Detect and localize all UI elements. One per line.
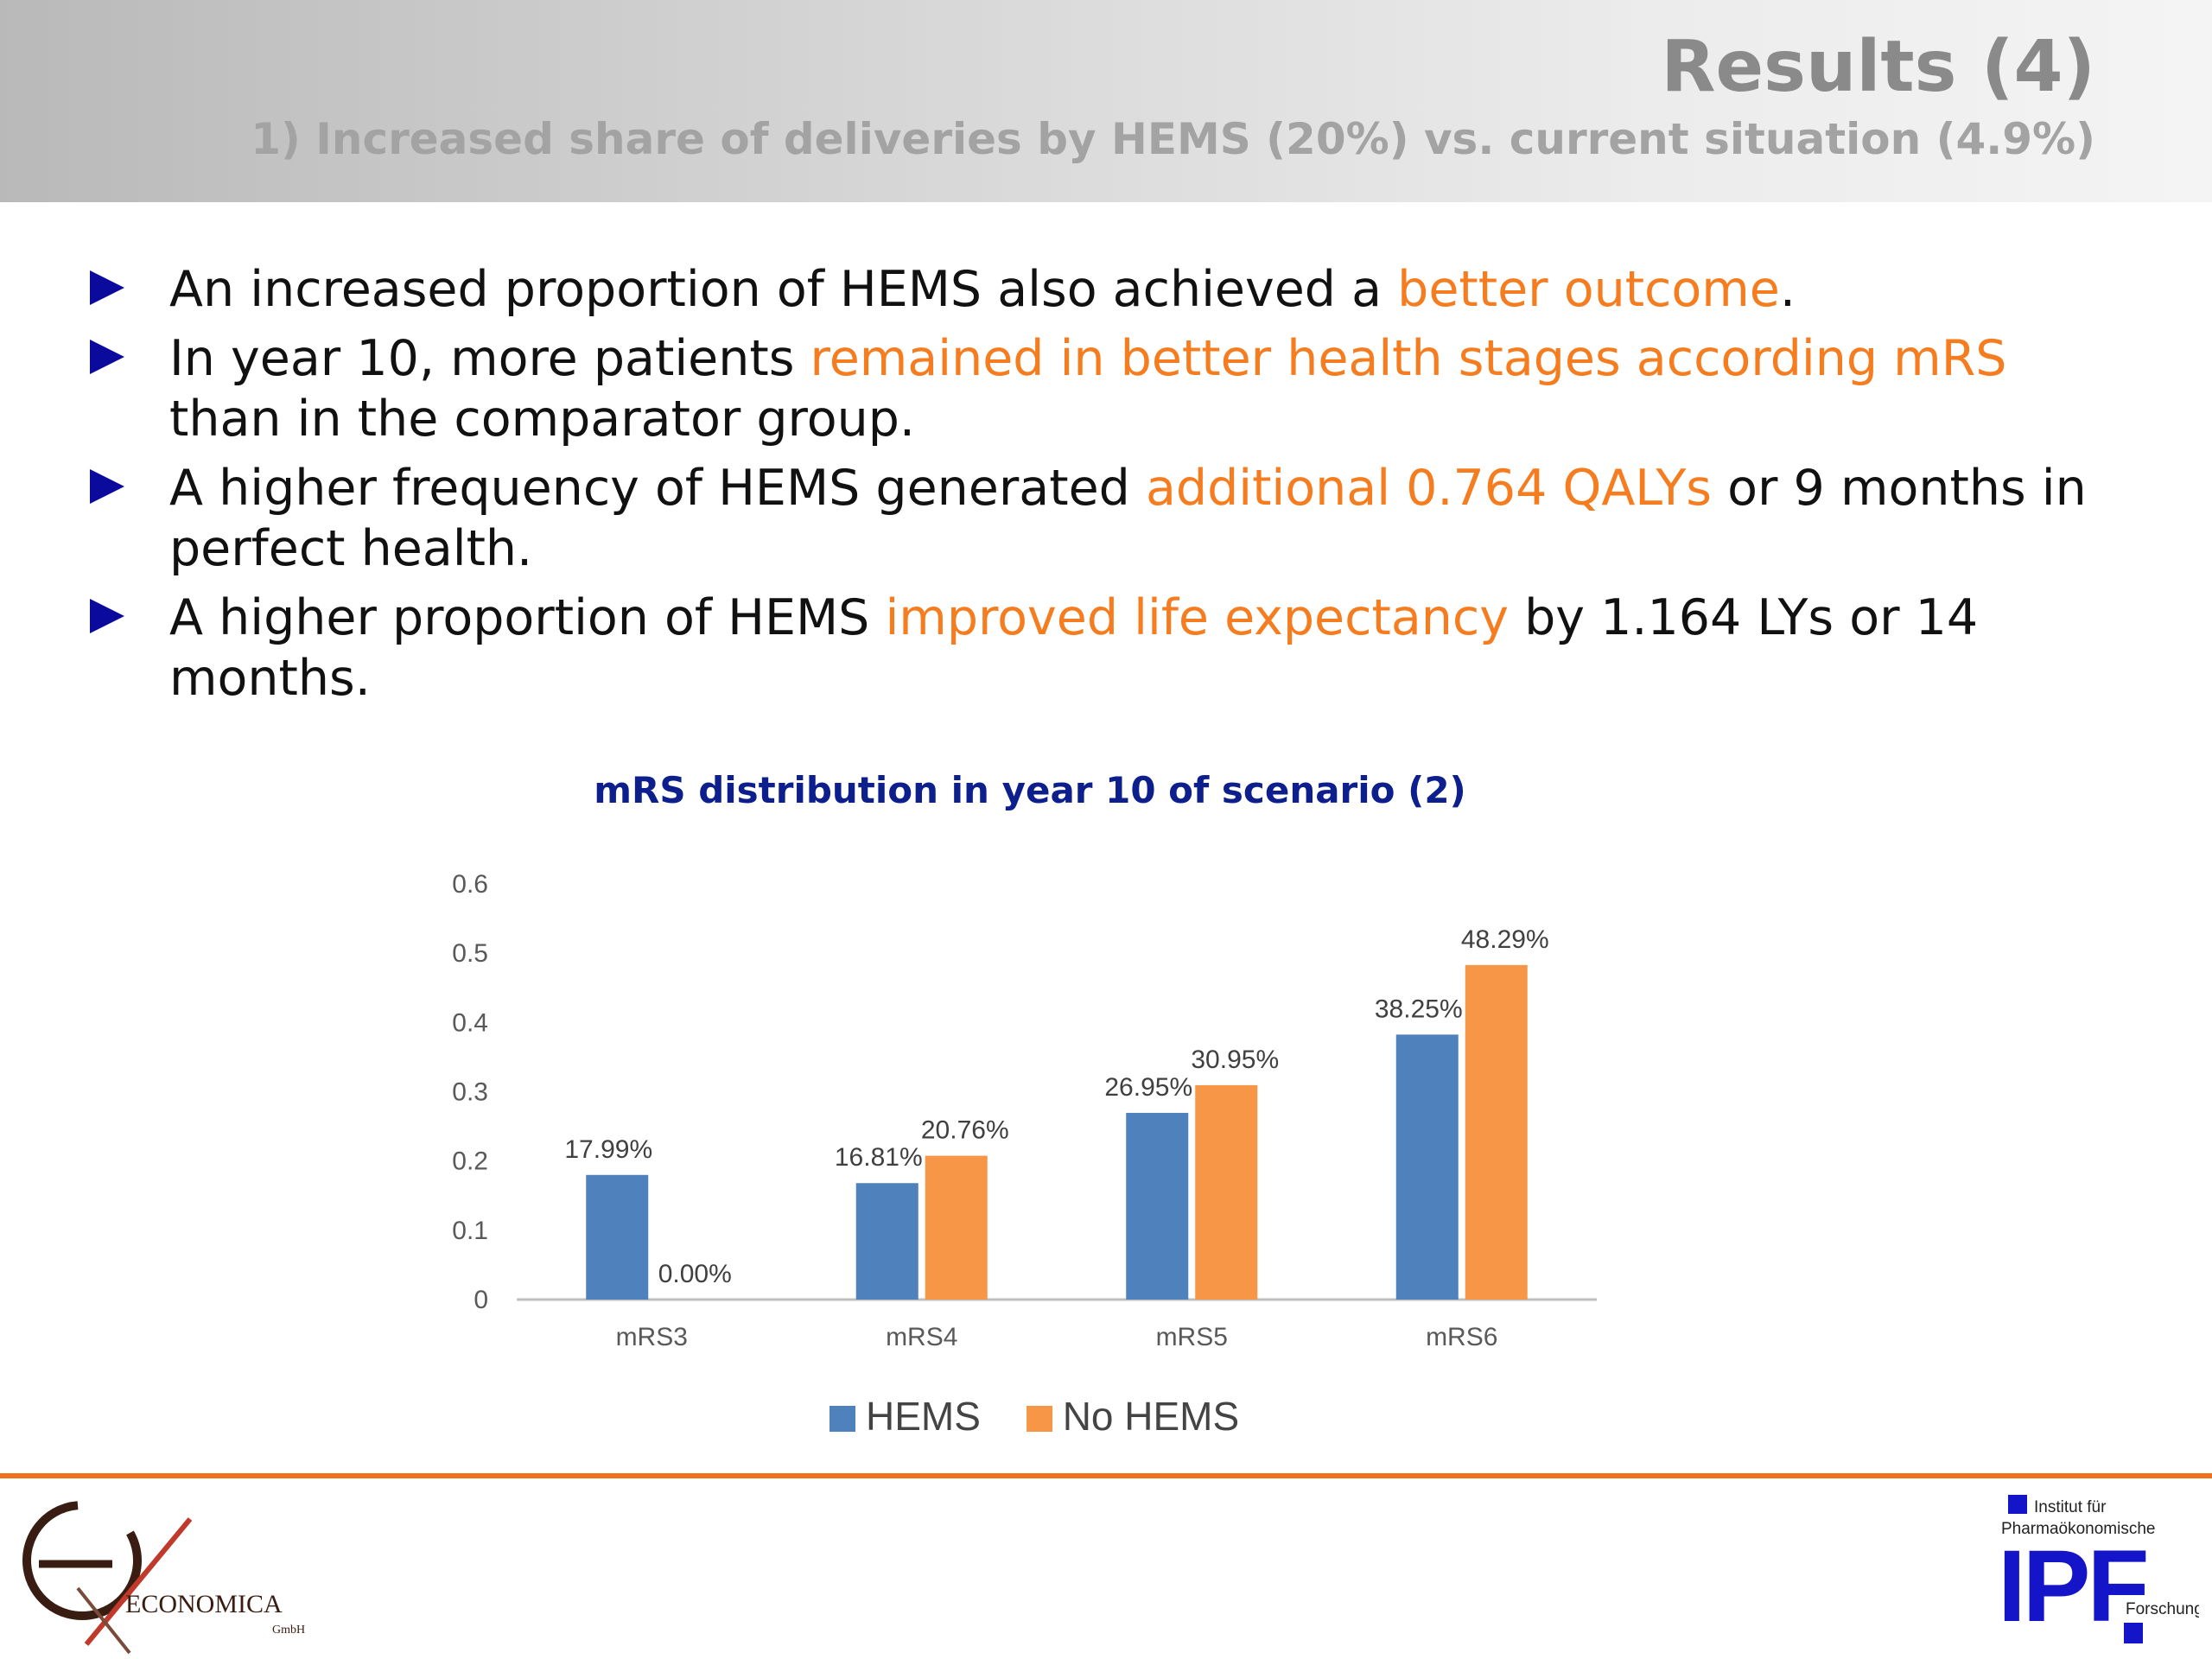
bullet-triangle-icon <box>90 340 124 374</box>
footer-divider <box>0 1473 2212 1478</box>
bullet-highlight: improved life expectancy <box>885 589 1509 646</box>
data-label: 26.95% <box>1104 1073 1192 1102</box>
bar-hems-mrs6 <box>1395 1034 1459 1300</box>
y-tick-label: 0.6 <box>452 870 488 899</box>
bullet-triangle-icon <box>90 469 124 504</box>
bullet-part: A higher frequency of HEMS generated <box>169 460 1146 517</box>
bar-no-hems-mrs6 <box>1465 964 1528 1300</box>
x-tick-label: mRS3 <box>616 1323 688 1351</box>
data-label: 20.76% <box>921 1116 1009 1145</box>
ipf-logo-line2: Pharmaökonomische <box>2001 1520 2155 1538</box>
y-tick-label: 0.3 <box>452 1078 488 1107</box>
data-label: 0.00% <box>658 1260 732 1288</box>
economica-logo: ECONOMICA GmbH <box>22 1501 305 1655</box>
ipf-logo: Institut für Pharmaökonomische IPF Forsc… <box>1998 1495 2199 1643</box>
data-label: 38.25% <box>1375 995 1463 1023</box>
bullet-text: A higher frequency of HEMS generated add… <box>169 458 2124 579</box>
legend-item-hems: HEMS <box>830 1393 981 1440</box>
legend-item-no-hems: No HEMS <box>1026 1393 1240 1440</box>
bullet-part: . <box>1779 261 1796 318</box>
bar-hems-mrs4 <box>855 1183 918 1300</box>
bullet-part: than in the comparator group. <box>169 391 916 448</box>
bar-hems-mrs5 <box>1126 1112 1189 1300</box>
bullet-triangle-icon <box>90 599 124 633</box>
data-label: 48.29% <box>1461 925 1549 954</box>
y-tick-label: 0.5 <box>452 939 488 968</box>
bullet-part: An increased proportion of HEMS also ach… <box>169 261 1398 318</box>
bar-no-hems-mrs5 <box>1195 1084 1258 1300</box>
economica-logo-text: ECONOMICA <box>125 1590 283 1618</box>
y-tick-label: 0.1 <box>452 1217 488 1245</box>
slide-subtitle: 1) Increased share of deliveries by HEMS… <box>251 114 2095 164</box>
bullet-highlight: better outcome <box>1397 261 1780 318</box>
ipf-logo-line1: Institut für <box>2034 1498 2107 1516</box>
chart-title: mRS distribution in year 10 of scenario … <box>594 769 1466 811</box>
bar-no-hems-mrs4 <box>925 1155 988 1300</box>
bullet-text: In year 10, more patients remained in be… <box>169 328 2124 449</box>
bullet-1: An increased proportion of HEMS also ach… <box>85 259 2124 320</box>
legend-label: No HEMS <box>1062 1394 1240 1439</box>
bullet-4: A higher proportion of HEMS improved lif… <box>85 588 2124 709</box>
bar-hems-mrs3 <box>586 1174 649 1300</box>
legend-label: HEMS <box>866 1394 981 1439</box>
data-label: 16.81% <box>835 1143 923 1172</box>
slide-title: Results (4) <box>1661 26 2095 108</box>
x-tick-label: mRS5 <box>1156 1323 1228 1351</box>
data-label: 17.99% <box>564 1135 652 1164</box>
y-tick-label: 0.4 <box>452 1008 488 1037</box>
bullet-3: A higher frequency of HEMS generated add… <box>85 458 2124 579</box>
x-tick-label: mRS6 <box>1426 1323 1497 1351</box>
y-tick-label: 0 <box>474 1286 488 1314</box>
data-label: 30.95% <box>1191 1046 1279 1074</box>
bullet-text: A higher proportion of HEMS improved lif… <box>169 588 2124 709</box>
y-tick-label: 0.2 <box>452 1147 488 1176</box>
bullet-part: by 1.164 LYs or 14 months. <box>169 589 1979 707</box>
economica-logo-sub: GmbH <box>272 1624 305 1637</box>
bullet-part: A higher proportion of HEMS <box>169 589 886 646</box>
chart-legend: HEMS No HEMS <box>830 1393 1274 1440</box>
bullet-text: An increased proportion of HEMS also ach… <box>169 259 2124 320</box>
bullet-highlight: remained in better health stages accordi… <box>810 330 2007 387</box>
bullet-2: In year 10, more patients remained in be… <box>85 328 2124 449</box>
x-tick-label: mRS4 <box>886 1323 957 1351</box>
bar-chart: 0 0.1 0.2 0.3 0.4 0.5 0.6 17.99% 0.00% mRS3 16.81%… <box>452 870 1597 1351</box>
bullet-triangle-icon <box>90 270 124 305</box>
header-bar: Results (4) 1) Increased share of delive… <box>0 0 2212 202</box>
legend-swatch <box>1026 1406 1052 1432</box>
bullet-highlight: additional 0.764 QALYs <box>1145 460 1713 517</box>
legend-swatch <box>830 1406 855 1432</box>
ipf-logo-mark: IPF <box>1998 1529 2146 1643</box>
ipf-logo-line3: Forschung <box>2126 1600 2199 1618</box>
bullet-part: In year 10, more patients <box>169 330 810 387</box>
bullet-part: or 9 months in perfect health. <box>169 460 2087 577</box>
